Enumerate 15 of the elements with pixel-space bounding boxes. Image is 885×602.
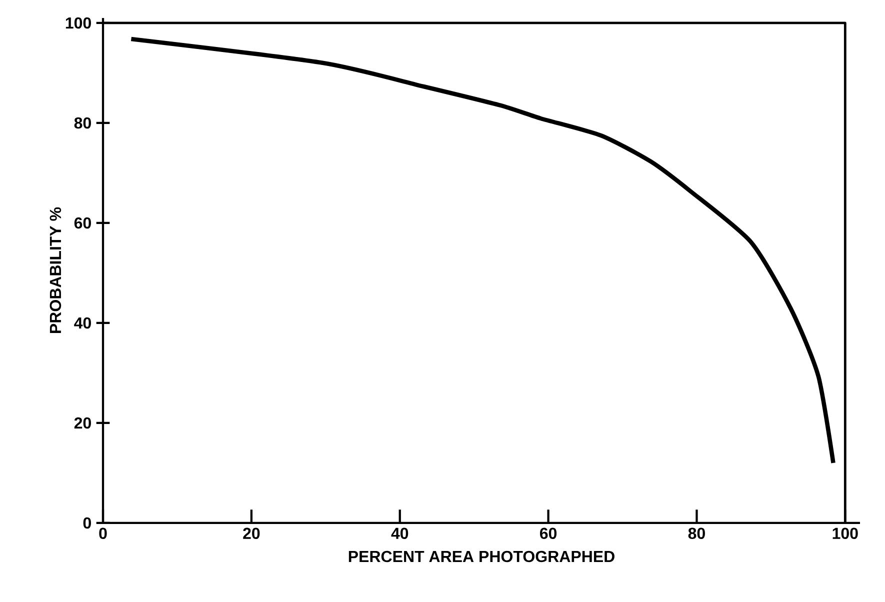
y-axis-title: PROBABILITY % [50, 207, 62, 333]
y-tick-label: 20 [74, 417, 91, 429]
y-tick-label: 40 [74, 317, 91, 329]
line-series [129, 36, 836, 466]
x-tick-label: 80 [688, 528, 705, 540]
y-tick-label: 0 [83, 517, 91, 529]
x-tick-label: 20 [243, 528, 260, 540]
x-tick-label: 100 [832, 528, 858, 540]
y-tick-label: 60 [74, 217, 91, 229]
y-tick-label: 80 [74, 117, 91, 129]
x-tick-label: 40 [391, 528, 408, 540]
x-tick-label: 0 [99, 528, 107, 540]
x-tick-label: 60 [540, 528, 557, 540]
x-axis-title: PERCENT AREA PHOTOGRAPHED [348, 550, 614, 562]
y-tick-label: 100 [66, 17, 91, 29]
